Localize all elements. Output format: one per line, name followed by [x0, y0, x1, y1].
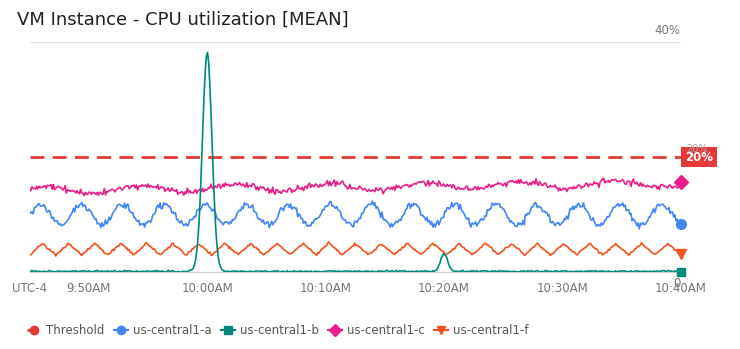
Text: 40%: 40%	[655, 24, 681, 37]
Text: 0: 0	[673, 277, 681, 290]
Text: 20%: 20%	[687, 144, 708, 154]
Legend: Threshold, us-central1-a, us-central1-b, us-central1-c, us-central1-f: Threshold, us-central1-a, us-central1-b,…	[22, 320, 534, 342]
Text: VM Instance - CPU utilization [MEAN]: VM Instance - CPU utilization [MEAN]	[16, 11, 349, 29]
Text: 20%: 20%	[685, 150, 713, 164]
